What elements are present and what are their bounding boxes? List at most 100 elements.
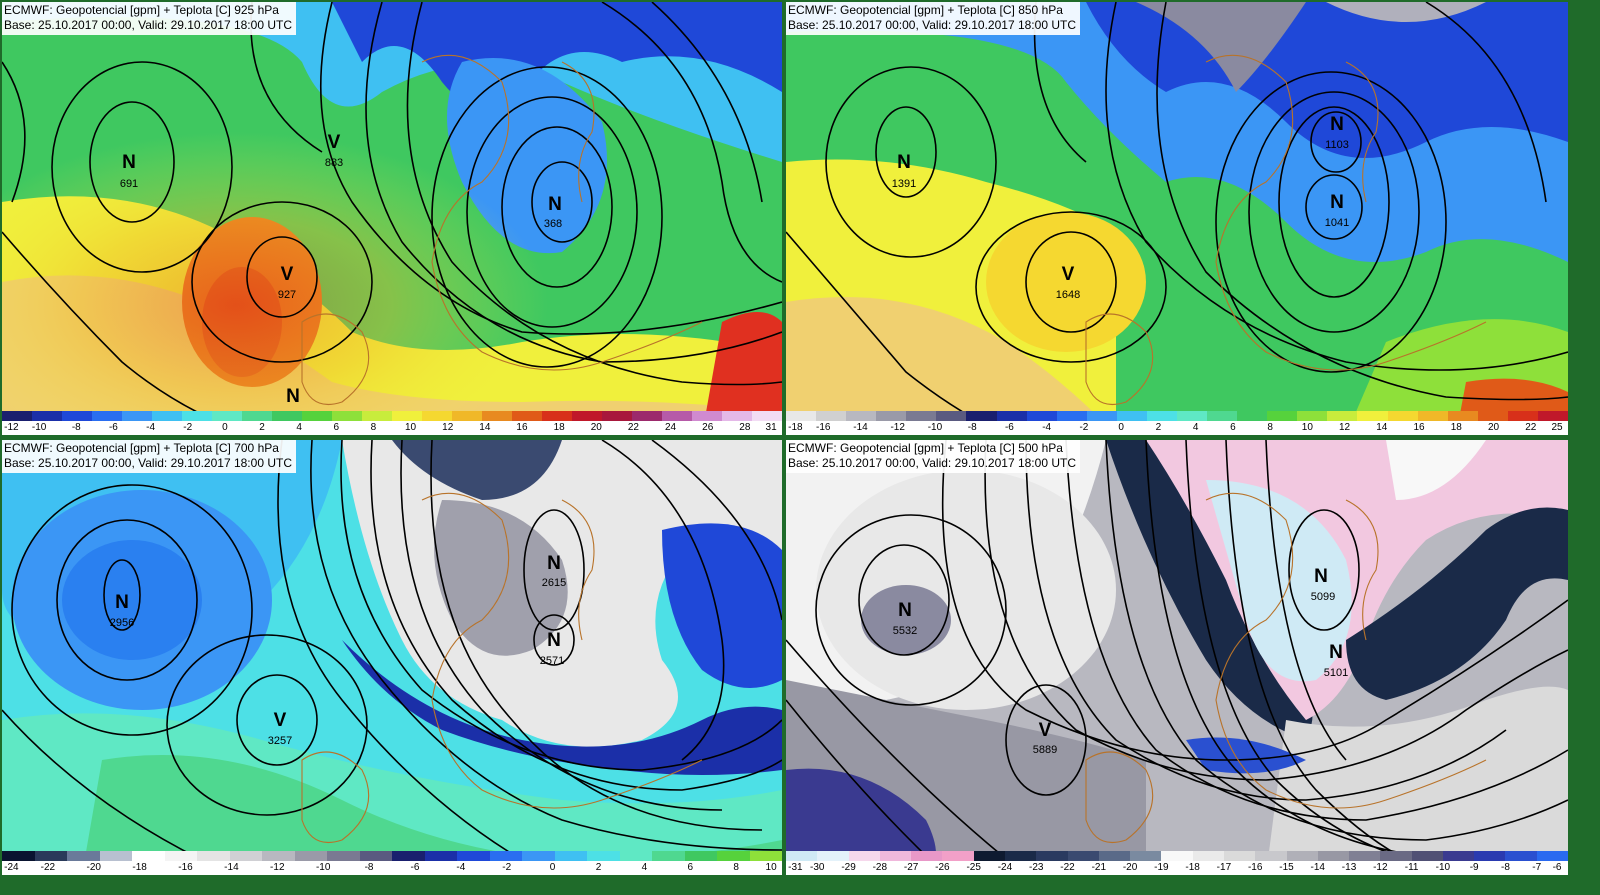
colorbar-tick-label: 31 [765,422,777,433]
colorbar-tick-label: -10 [31,422,47,433]
isolines [2,2,782,435]
colorbar-tick-label: -20 [1122,862,1138,873]
colorbar-tick-label: -27 [903,862,919,873]
high-value: 883 [324,157,344,169]
colorbar-swatch [362,411,392,421]
colorbar-swatch [752,411,782,421]
colorbar-ticks: -24 -22 -20 -18 -16 -14 -12 -10 -8 -6 -4 -2 0 2 4 6 8 10 [2,861,782,875]
colorbar-swatch [1177,411,1208,421]
colorbar-swatch [846,411,877,421]
colorbar-tick-label: -6 [1552,862,1562,873]
temperature-colorbar: -31 -30 -29 -28 -27 -26 -25 -24 -23 -22 -21 -20 -19 -… [786,851,1568,875]
colorbar-tick-label: 20 [590,422,602,433]
colorbar-tick-label: -11 [1404,862,1419,873]
colorbar-tick-label: -30 [810,862,825,873]
colorbar-swatch [1026,411,1057,421]
colorbar-tick-label: -10 [927,422,943,433]
low-value: 5099 [1310,591,1336,603]
colorbar-tick-label: 0 [222,422,228,433]
colorbar-swatch [1004,851,1037,861]
coastlines [1085,492,1487,844]
low-value: 2615 [541,577,567,589]
colorbar-tick-label: 6 [333,422,340,433]
colorbar-tick-label: -17 [1216,862,1232,873]
colorbar-swatch [722,411,752,421]
colorbar-tick-label: 8 [733,862,739,873]
colorbar-swatch [906,411,937,421]
low-value: 1041 [1324,217,1350,229]
colorbar-tick-label: -8 [364,862,374,873]
colorbar-swatch [1442,851,1475,861]
low-value: 1391 [891,178,917,190]
colorbar-swatch [1207,411,1238,421]
colorbar-tick-label: -8 [967,422,977,433]
colorbar-swatch [32,411,62,421]
isolines [786,2,1568,435]
colorbar-ticks: -31 -30 -29 -28 -27 -26 -25 -24 -23 -22 -21 -20 -19 -… [786,861,1568,875]
colorbar-ticks: -12 -10 -8 -6 -4 -2 0 2 4 6 8 10 12 14 16 18 20 22 24 26 28 3… [2,421,782,435]
colorbar-ticks: -18 -16 -14 -12 -10 -8 -6 -4 -2 0 2 4 6 8 10 12 14 16 18 20… [786,421,1568,435]
colorbar-swatch [489,851,522,861]
coastlines [1085,54,1487,406]
colorbar-tick-label: 0 [549,862,556,873]
colorbar-swatch [1357,411,1388,421]
colorbar-swatch [302,411,332,421]
colorbar-swatch [359,851,392,861]
colorbar-swatch [1411,851,1443,861]
low-marker: N [548,194,562,215]
panel-base-time: Base: 25.10.2017 00:00, Valid: 29.10.201… [4,456,292,470]
colorbar-tick-label: -4 [146,422,156,433]
colorbar-swatch [786,851,818,861]
colorbar-tick-label: 12 [1339,422,1351,433]
colorbar-swatch [422,411,452,421]
high-value: 5889 [1032,744,1058,756]
colorbar-swatch [966,411,997,421]
colorbar-strip [2,411,782,421]
colorbar-swatch [1267,411,1298,421]
colorbar-swatch [182,411,212,421]
colorbar-tick-label: -15 [1279,862,1294,873]
colorbar-tick-label: -6 [108,422,118,433]
low-value: 691 [119,178,139,190]
colorbar-swatch [392,411,422,421]
colorbar-swatch [452,411,482,421]
map-925-field [2,2,782,435]
colorbar-strip [786,411,1568,421]
colorbar-tick-label: -4 [456,862,466,873]
colorbar-swatch [457,851,490,861]
colorbar-swatch [332,411,362,421]
low-marker: N [1330,192,1344,213]
colorbar-strip [2,851,782,861]
colorbar-swatch [786,411,817,421]
high-marker: V [327,132,341,153]
colorbar-tick-label: 18 [1450,422,1462,433]
low-marker: N [115,592,129,613]
panel-title: ECMWF: Geopotencial [gpm] + Teplota [C] … [788,3,1063,17]
colorbar-swatch [1067,851,1099,861]
low-marker: N [547,630,561,651]
low-marker: N [122,152,136,173]
colorbar-tick-label: 14 [479,422,491,433]
colorbar-swatch [327,851,360,861]
colorbar-swatch [212,411,242,421]
colorbar-strip [786,851,1568,861]
low-value: 1103 [1325,139,1349,151]
colorbar-tick-label: -25 [966,862,981,873]
colorbar-swatch [197,851,230,861]
colorbar-tick-label: -12 [270,862,285,873]
colorbar-swatch [1507,411,1538,421]
colorbar-swatch [1036,851,1068,861]
colorbar-tick-label: -14 [1310,862,1325,873]
colorbar-swatch [1056,411,1087,421]
colorbar-tick-label: 4 [296,422,302,433]
colorbar-swatch [99,851,132,861]
colorbar-tick-label: 6 [1230,422,1236,433]
colorbar-tick-label: -6 [1004,422,1014,433]
colorbar-swatch [876,411,907,421]
colorbar-swatch [1286,851,1318,861]
colorbar-tick-label: 6 [687,862,694,873]
colorbar-swatch [522,851,555,861]
colorbar-tick-label: 22 [1525,422,1537,433]
colorbar-tick-label: -14 [853,422,868,433]
colorbar-swatch [684,851,717,861]
